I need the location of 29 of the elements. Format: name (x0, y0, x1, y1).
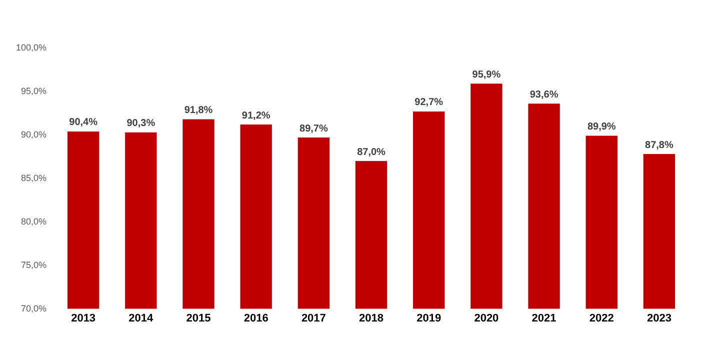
x-tick-label: 2023 (646, 312, 672, 324)
data-label: 87,8% (645, 140, 674, 151)
x-tick-label: 2013 (71, 312, 96, 324)
y-tick-label: 95,0% (20, 86, 47, 96)
data-label: 93,6% (530, 89, 558, 100)
x-tick-label: 2021 (532, 312, 556, 324)
data-label: 91,2% (242, 110, 270, 122)
x-tick-label: 2019 (416, 312, 442, 324)
x-tick-label: 2014 (128, 312, 154, 324)
data-label: 90,3% (126, 118, 156, 130)
x-tick-label: 2015 (186, 312, 211, 324)
x-tick-label: 2018 (359, 312, 384, 324)
y-tick-label: 80,0% (20, 216, 47, 226)
y-tick-label: 100,0% (16, 42, 47, 52)
data-label: 89,7% (299, 123, 328, 134)
data-label: 90,4% (69, 117, 98, 128)
data-label: 92,7% (414, 97, 444, 108)
data-label: 87,0% (357, 146, 386, 158)
x-tick-label: 2017 (301, 312, 326, 324)
x-tick-label: 2020 (474, 312, 499, 324)
x-tick-label: 2022 (589, 312, 614, 324)
data-label: 89,9% (587, 122, 616, 133)
y-tick-label: 70,0% (20, 303, 47, 314)
y-tick-label: 75,0% (20, 260, 47, 270)
data-label: 95,9% (472, 69, 501, 80)
data-label: 91,8% (184, 105, 213, 116)
x-tick-label: 2016 (244, 312, 268, 324)
y-tick-label: 85,0% (20, 172, 47, 183)
y-tick-label: 90,0% (20, 129, 47, 140)
